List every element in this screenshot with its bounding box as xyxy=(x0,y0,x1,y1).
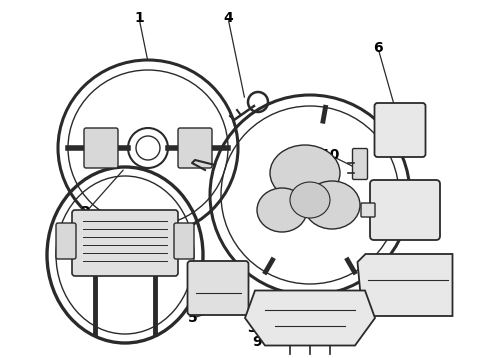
FancyBboxPatch shape xyxy=(188,261,248,315)
FancyBboxPatch shape xyxy=(374,103,425,157)
Text: 7: 7 xyxy=(387,208,397,222)
Polygon shape xyxy=(245,291,375,346)
Text: 6: 6 xyxy=(373,41,383,55)
FancyBboxPatch shape xyxy=(361,203,375,217)
Ellipse shape xyxy=(304,181,360,229)
Text: 1: 1 xyxy=(134,11,144,25)
FancyBboxPatch shape xyxy=(370,180,440,240)
Text: 8: 8 xyxy=(414,273,424,287)
FancyBboxPatch shape xyxy=(84,128,118,168)
Ellipse shape xyxy=(270,145,340,201)
FancyBboxPatch shape xyxy=(72,210,178,276)
Polygon shape xyxy=(358,254,452,316)
Ellipse shape xyxy=(290,182,330,218)
Text: 3: 3 xyxy=(247,321,257,335)
Text: 4: 4 xyxy=(223,11,233,25)
Text: 2: 2 xyxy=(81,205,91,219)
Text: 9: 9 xyxy=(252,335,262,349)
FancyBboxPatch shape xyxy=(178,128,212,168)
Text: 5: 5 xyxy=(188,311,198,325)
FancyBboxPatch shape xyxy=(56,223,76,259)
FancyBboxPatch shape xyxy=(352,149,368,180)
Text: 10: 10 xyxy=(320,148,340,162)
Ellipse shape xyxy=(257,188,307,232)
FancyBboxPatch shape xyxy=(174,223,194,259)
